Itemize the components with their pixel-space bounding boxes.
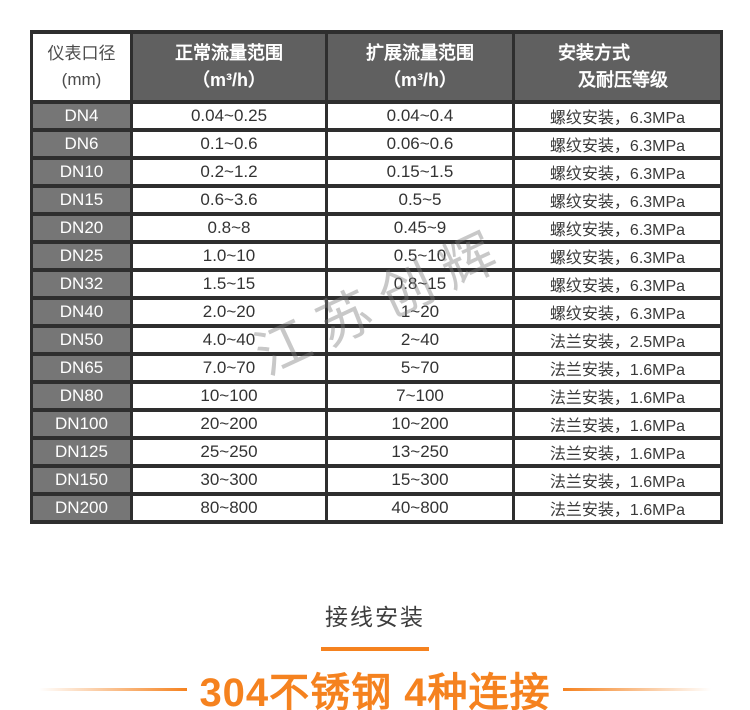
normal-flow-cell: 7.0~70	[130, 352, 328, 384]
decorative-line-right	[562, 687, 711, 691]
dn-size-cell: DN80	[30, 380, 133, 412]
header-extended-flow: 扩展流量范围 （m³/h）	[325, 30, 515, 104]
flow-spec-table: 仪表口径 (mm) 正常流量范围 （m³/h） 扩展流量范围 （m³/h） 安装…	[30, 30, 723, 524]
normal-flow-cell: 0.2~1.2	[130, 156, 328, 188]
table-row: DN40 2.0~20 1~20 螺纹安装，6.3MPa	[30, 296, 723, 328]
dn-size-cell: DN40	[30, 296, 133, 328]
normal-flow-cell: 4.0~40	[130, 324, 328, 356]
dn-size-cell: DN6	[30, 128, 133, 160]
extended-flow-cell: 2~40	[325, 324, 515, 356]
extended-flow-cell: 13~250	[325, 436, 515, 468]
dn-size-cell: DN200	[30, 492, 133, 524]
normal-flow-cell: 1.0~10	[130, 240, 328, 272]
install-method-cell: 螺纹安装，6.3MPa	[512, 100, 723, 132]
extended-flow-cell: 15~300	[325, 464, 515, 496]
decorative-line-left	[39, 687, 188, 691]
headline-row: 304不锈钢 4种连接	[0, 660, 750, 710]
install-method-cell: 法兰安装，2.5MPa	[512, 324, 723, 356]
dn-size-cell: DN65	[30, 352, 133, 384]
extended-flow-cell: 0.8~15	[325, 268, 515, 300]
table-row: DN50 4.0~40 2~40 法兰安装，2.5MPa	[30, 324, 723, 356]
normal-flow-cell: 2.0~20	[130, 296, 328, 328]
header-normal-flow-line1: 正常流量范围	[175, 43, 283, 63]
table-row: DN80 10~100 7~100 法兰安装，1.6MPa	[30, 380, 723, 412]
header-install-line2: 及耐压等级	[578, 70, 668, 90]
normal-flow-cell: 25~250	[130, 436, 328, 468]
install-method-cell: 螺纹安装，6.3MPa	[512, 240, 723, 272]
install-method-cell: 螺纹安装，6.3MPa	[512, 128, 723, 160]
install-method-cell: 螺纹安装，6.3MPa	[512, 296, 723, 328]
table-row: DN65 7.0~70 5~70 法兰安装，1.6MPa	[30, 352, 723, 384]
header-diameter: 仪表口径 (mm)	[30, 30, 133, 104]
install-method-cell: 螺纹安装，6.3MPa	[512, 184, 723, 216]
install-method-cell: 螺纹安装，6.3MPa	[512, 212, 723, 244]
headline-text: 304不锈钢 4种连接	[199, 671, 551, 710]
header-normal-flow-line2: （m³/h）	[192, 70, 266, 90]
table-row: DN25 1.0~10 0.5~10 螺纹安装，6.3MPa	[30, 240, 723, 272]
section-title: 接线安装	[325, 604, 425, 630]
dn-size-cell: DN25	[30, 240, 133, 272]
install-method-cell: 法兰安装，1.6MPa	[512, 380, 723, 412]
install-method-cell: 螺纹安装，6.3MPa	[512, 268, 723, 300]
table-row: DN200 80~800 40~800 法兰安装，1.6MPa	[30, 492, 723, 524]
normal-flow-cell: 0.04~0.25	[130, 100, 328, 132]
extended-flow-cell: 0.5~5	[325, 184, 515, 216]
table-body: DN4 0.04~0.25 0.04~0.4 螺纹安装，6.3MPa DN6 0.1~0.…	[30, 100, 723, 524]
dn-size-cell: DN125	[30, 436, 133, 468]
accent-underline	[321, 647, 429, 651]
extended-flow-cell: 0.04~0.4	[325, 100, 515, 132]
extended-flow-cell: 0.5~10	[325, 240, 515, 272]
table-row: DN32 1.5~15 0.8~15 螺纹安装，6.3MPa	[30, 268, 723, 300]
normal-flow-cell: 0.8~8	[130, 212, 328, 244]
dn-size-cell: DN150	[30, 464, 133, 496]
header-diameter-line2: (mm)	[61, 70, 102, 89]
dn-size-cell: DN4	[30, 100, 133, 132]
header-extended-flow-line2: （m³/h）	[383, 70, 457, 90]
extended-flow-cell: 5~70	[325, 352, 515, 384]
install-method-cell: 法兰安装，1.6MPa	[512, 408, 723, 440]
normal-flow-cell: 1.5~15	[130, 268, 328, 300]
normal-flow-cell: 30~300	[130, 464, 328, 496]
install-method-cell: 法兰安装，1.6MPa	[512, 492, 723, 524]
normal-flow-cell: 20~200	[130, 408, 328, 440]
table-row: DN150 30~300 15~300 法兰安装，1.6MPa	[30, 464, 723, 496]
normal-flow-cell: 80~800	[130, 492, 328, 524]
dn-size-cell: DN50	[30, 324, 133, 356]
table-row: DN100 20~200 10~200 法兰安装，1.6MPa	[30, 408, 723, 440]
header-normal-flow: 正常流量范围 （m³/h）	[130, 30, 328, 104]
dn-size-cell: DN32	[30, 268, 133, 300]
table-row: DN6 0.1~0.6 0.06~0.6 螺纹安装，6.3MPa	[30, 128, 723, 160]
table-row: DN125 25~250 13~250 法兰安装，1.6MPa	[30, 436, 723, 468]
footer-section: 接线安装 304不锈钢 4种连接	[0, 598, 750, 710]
install-method-cell: 螺纹安装，6.3MPa	[512, 156, 723, 188]
extended-flow-cell: 0.15~1.5	[325, 156, 515, 188]
table-row: DN10 0.2~1.2 0.15~1.5 螺纹安装，6.3MPa	[30, 156, 723, 188]
extended-flow-cell: 1~20	[325, 296, 515, 328]
header-install-line1: 安装方式	[558, 43, 630, 63]
extended-flow-cell: 40~800	[325, 492, 515, 524]
install-method-cell: 法兰安装，1.6MPa	[512, 436, 723, 468]
header-extended-flow-line1: 扩展流量范围	[366, 43, 474, 63]
extended-flow-cell: 10~200	[325, 408, 515, 440]
normal-flow-cell: 0.1~0.6	[130, 128, 328, 160]
dn-size-cell: DN15	[30, 184, 133, 216]
normal-flow-cell: 10~100	[130, 380, 328, 412]
dn-size-cell: DN100	[30, 408, 133, 440]
normal-flow-cell: 0.6~3.6	[130, 184, 328, 216]
dn-size-cell: DN10	[30, 156, 133, 188]
install-method-cell: 法兰安装，1.6MPa	[512, 464, 723, 496]
extended-flow-cell: 0.45~9	[325, 212, 515, 244]
table-row: DN20 0.8~8 0.45~9 螺纹安装，6.3MPa	[30, 212, 723, 244]
header-diameter-line1: 仪表口径	[47, 43, 116, 63]
extended-flow-cell: 7~100	[325, 380, 515, 412]
table-row: DN4 0.04~0.25 0.04~0.4 螺纹安装，6.3MPa	[30, 100, 723, 132]
dn-size-cell: DN20	[30, 212, 133, 244]
header-row: 仪表口径 (mm) 正常流量范围 （m³/h） 扩展流量范围 （m³/h） 安装…	[30, 30, 723, 104]
table-header: 仪表口径 (mm) 正常流量范围 （m³/h） 扩展流量范围 （m³/h） 安装…	[30, 30, 723, 104]
extended-flow-cell: 0.06~0.6	[325, 128, 515, 160]
install-method-cell: 法兰安装，1.6MPa	[512, 352, 723, 384]
header-install-method: 安装方式 及耐压等级	[512, 30, 723, 104]
table-row: DN15 0.6~3.6 0.5~5 螺纹安装，6.3MPa	[30, 184, 723, 216]
